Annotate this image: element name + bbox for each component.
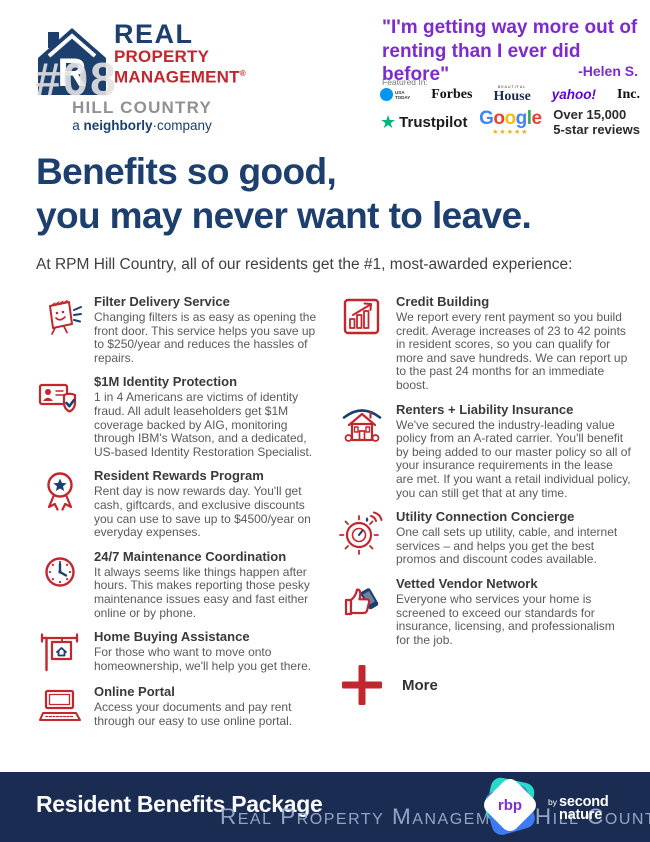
usa-today-word2: TODAY	[395, 94, 411, 100]
benefit-title: $1M Identity Protection	[94, 374, 238, 390]
benefits-column-right: Credit Building We report every rent pay…	[338, 294, 632, 708]
benefit-description: Changing filters is as easy as opening t…	[94, 310, 317, 365]
google-logo: Google ★★★★★	[479, 107, 542, 136]
benefit-vendor-network: Vetted Vendor Network Everyone who servi…	[338, 576, 632, 647]
benefit-description: For those who want to move onto homeowne…	[94, 645, 312, 673]
more-label: More	[402, 676, 438, 694]
rewards-medal-icon	[36, 468, 84, 539]
logo-region: HILL COUNTRY	[71, 98, 212, 117]
featured-in-label: Featured In:	[382, 77, 428, 87]
credit-chart-icon	[338, 294, 386, 393]
benefit-title: Utility Connection Concierge	[396, 509, 575, 525]
benefit-description: Access your documents and pay rent throu…	[94, 700, 293, 728]
maintenance-clock-icon	[36, 549, 84, 620]
benefit-online-portal: Online Portal Access your documents and …	[36, 684, 324, 730]
benefit-home-buying: Home Buying Assistance For those who wan…	[36, 629, 324, 675]
house-beautiful-logo: BEAUTIFUL House	[493, 85, 531, 104]
featured-logos-row: USA TODAY Forbes BEAUTIFUL House yahoo! …	[380, 85, 640, 104]
benefit-credit-building: Credit Building We report every rent pay…	[338, 294, 632, 393]
benefit-title: Credit Building	[396, 294, 490, 309]
usa-today-circle-icon	[380, 88, 393, 102]
plus-icon	[338, 662, 386, 708]
logo-letter: R	[58, 51, 87, 95]
benefit-title: Resident Rewards Program	[94, 468, 264, 484]
benefit-description: We report every rent payment so you buil…	[396, 310, 628, 392]
benefit-title: Vetted Vendor Network	[396, 575, 538, 591]
rbp-logo: rbp	[478, 774, 542, 838]
rbp-wordmark: rbp	[497, 796, 523, 814]
trustpilot-star-icon: ★	[380, 112, 397, 132]
inc-logo: Inc.	[617, 86, 640, 102]
yahoo-logo: yahoo!	[551, 87, 597, 103]
benefit-filter-delivery: Filter Delivery Service Changing filters…	[36, 294, 324, 365]
benefit-title: Renters + Liability Insurance	[396, 401, 574, 417]
benefit-title: Online Portal	[94, 684, 175, 700]
benefit-description: One call sets up utility, cable, and int…	[396, 525, 618, 567]
google-stars-icon: ★★★★★	[492, 128, 529, 136]
reviews-row: ★ Trustpilot Google ★★★★★ Over 15,000 5-…	[380, 107, 640, 137]
rpm-house-logo-icon: R	[36, 22, 108, 96]
subheadline: At RPM Hill Country, all of our resident…	[36, 256, 573, 273]
footer-bar: Resident Benefits Package Real Property …	[0, 772, 650, 842]
page-number-watermark: #08	[35, 53, 118, 105]
benefit-title: Home Buying Assistance	[94, 629, 250, 645]
testimonial-quote: "I'm getting way more out of renting tha…	[382, 17, 638, 85]
benefit-description: We've secured the industry-leading value…	[396, 417, 631, 500]
review-summary: Over 15,000 5-star reviews	[553, 107, 640, 137]
identity-protection-icon	[36, 374, 84, 459]
benefit-resident-rewards: Resident Rewards Program Rent day is now…	[36, 468, 324, 539]
benefit-maintenance: 24/7 Maintenance Coordination It always …	[36, 549, 324, 620]
thumbs-up-icon	[338, 576, 386, 647]
benefit-description: Everyone who services your home is scree…	[396, 591, 615, 647]
trustpilot-logo: ★ Trustpilot	[380, 112, 468, 132]
benefits-column-left: Filter Delivery Service Changing filters…	[36, 294, 324, 730]
laptop-icon	[36, 684, 84, 730]
logo-tagline: a neighborly·company	[72, 118, 212, 133]
forbes-logo: Forbes	[431, 86, 473, 102]
insured-house-icon	[338, 402, 386, 501]
footer-title: Resident Benefits Package	[36, 791, 323, 817]
benefit-description: It always seems like things happen after…	[94, 564, 310, 620]
usa-today-logo: USA TODAY	[380, 88, 411, 102]
benefit-description: Rent day is now rewards day. You'll get …	[94, 484, 311, 540]
page-title: Benefits so good, you may never want to …	[36, 151, 532, 236]
benefit-renters-insurance: Renters + Liability Insurance We've secu…	[338, 402, 632, 501]
benefit-description: 1 in 4 Americans are victims of identity…	[94, 390, 313, 459]
logo-wordmark: REAL PROPERTY MANAGEMENT®	[114, 20, 246, 87]
benefit-title: Filter Delivery Service	[94, 294, 230, 309]
utility-dial-icon	[338, 509, 386, 567]
second-nature-logo: by second nature	[548, 794, 609, 823]
usa-today-word1: USA	[395, 89, 405, 95]
footer-watermark: Real Property Management Hill Country	[220, 804, 650, 829]
logo-word-real: REAL	[114, 19, 194, 49]
filter-delivery-icon	[36, 294, 84, 365]
logo-word-management: MANAGEMENT®	[114, 67, 246, 87]
benefit-more: More	[338, 662, 632, 708]
benefit-title: 24/7 Maintenance Coordination	[94, 548, 287, 564]
registered-mark: ®	[239, 69, 246, 78]
benefit-utility-concierge: Utility Connection Concierge One call se…	[338, 509, 632, 567]
benefit-identity-protection: $1M Identity Protection 1 in 4 Americans…	[36, 374, 324, 459]
testimonial-author: -Helen S.	[578, 63, 638, 79]
logo-word-property: PROPERTY	[114, 47, 210, 66]
home-sign-icon	[36, 629, 84, 675]
